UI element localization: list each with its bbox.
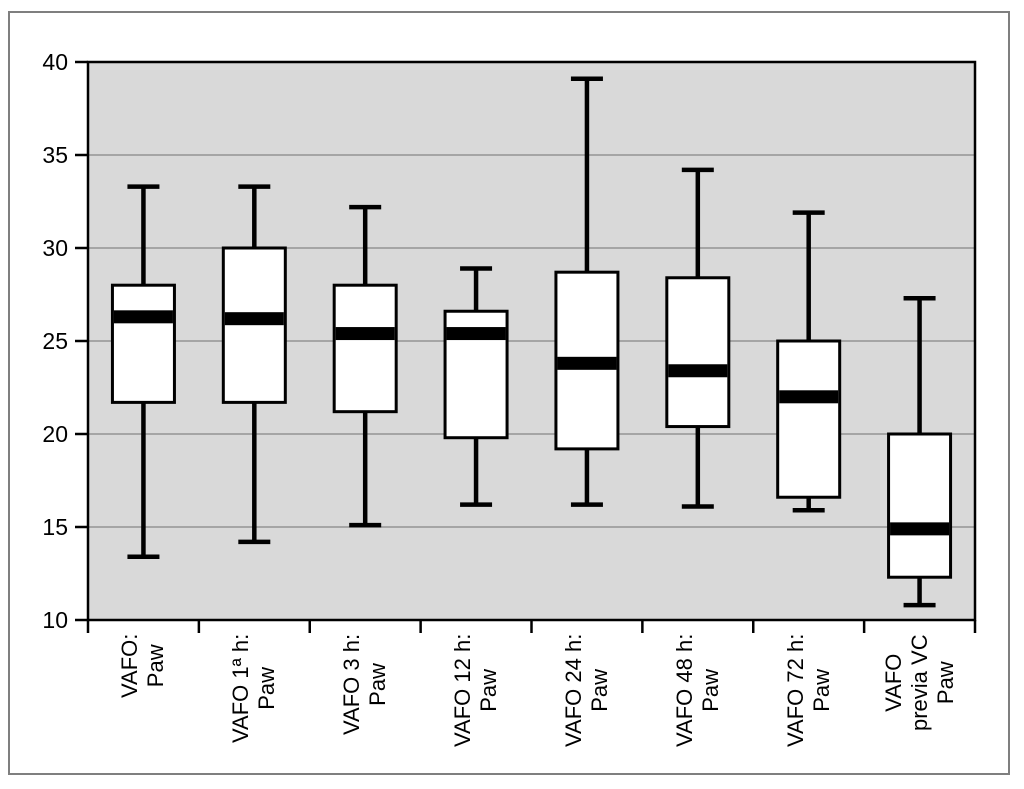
median-band [335, 327, 395, 341]
median-band [890, 522, 950, 536]
median-band [113, 310, 173, 324]
median-band [779, 390, 839, 404]
box [776, 339, 842, 499]
x-axis-label-8: VAFO previa VC Paw [880, 634, 958, 731]
x-axis-label-4: VAFO 12 h: Paw [450, 633, 502, 747]
y-tick-label: 20 [42, 421, 68, 447]
plot-border [86, 60, 977, 622]
box [332, 283, 398, 414]
y-tick-label: 25 [42, 328, 68, 354]
x-axis-label-7: VAFO 72 h: Paw [782, 633, 834, 747]
y-tick-label: 40 [42, 49, 68, 75]
median-band [668, 364, 728, 378]
x-axis-label-6: VAFO 48 h: Paw [671, 633, 723, 747]
box [110, 283, 176, 404]
y-tick-label: 15 [42, 514, 68, 540]
median-band [224, 312, 284, 326]
box [887, 432, 953, 579]
box [665, 276, 731, 429]
y-tick-label: 10 [42, 607, 68, 633]
x-axis-label-2: VAFO 1ª h: Paw [228, 633, 280, 743]
median-band [557, 356, 617, 370]
x-axis-label-3: VAFO 3 h: Paw [339, 633, 391, 735]
x-axis-label-5: VAFO 24 h: Paw [560, 633, 612, 747]
median-band [446, 327, 506, 341]
x-axis-label-1: VAFO: Paw [117, 633, 169, 698]
y-tick-label: 35 [42, 142, 68, 168]
box [221, 246, 287, 404]
y-tick-label: 30 [42, 235, 68, 261]
